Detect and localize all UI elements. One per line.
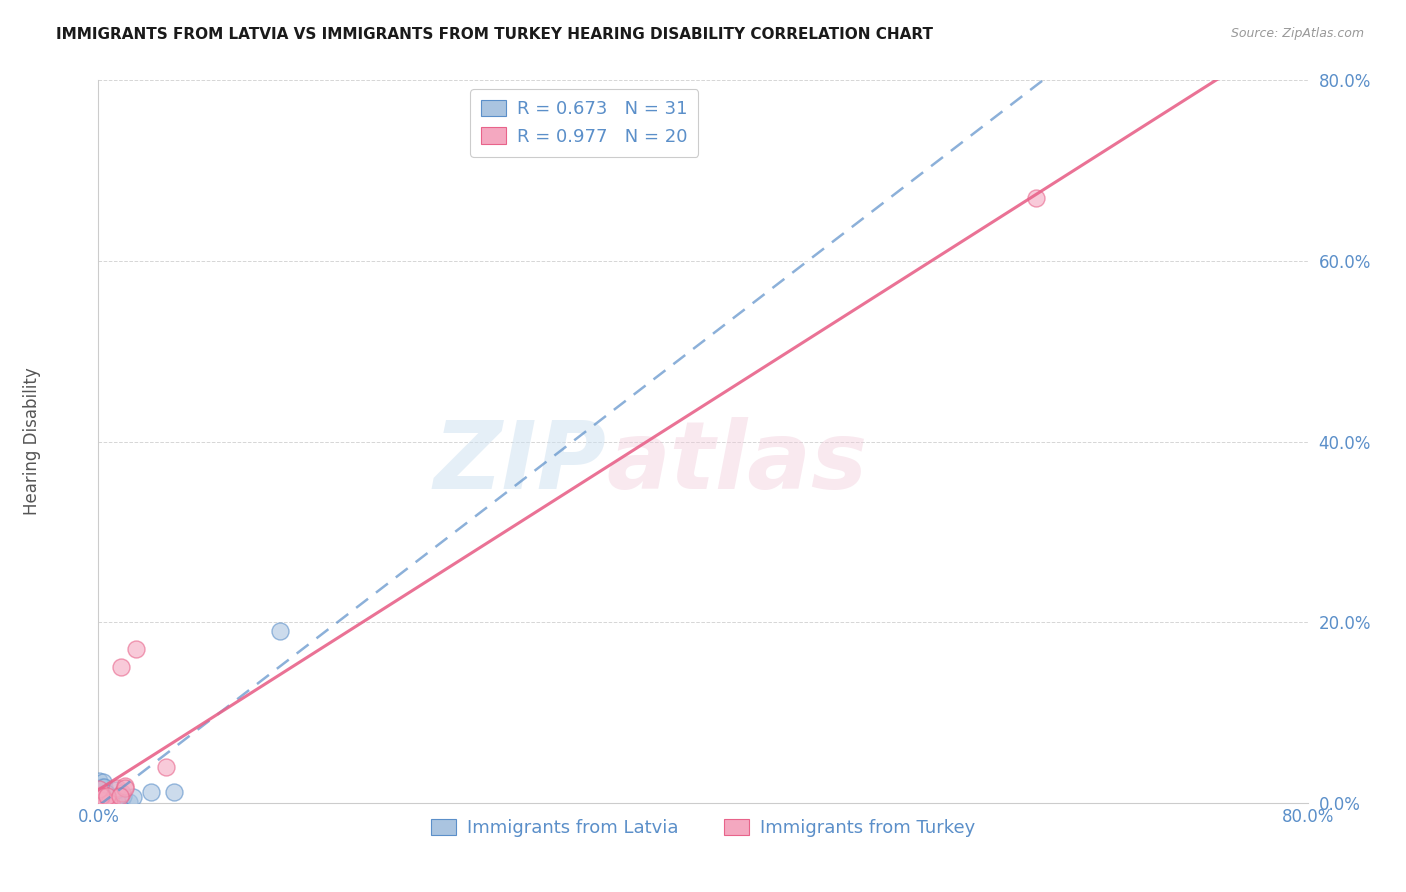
Point [91, 774, 114, 789]
Point [125, 642, 148, 657]
Text: IMMIGRANTS FROM LATVIA VS IMMIGRANTS FROM TURKEY HEARING DISABILITY CORRELATION : IMMIGRANTS FROM LATVIA VS IMMIGRANTS FRO… [56, 27, 934, 42]
Point [91, 796, 114, 810]
Point [155, 760, 177, 774]
Point [87, 796, 110, 810]
Point [89, 792, 111, 806]
Point [96, 787, 118, 801]
Point [97, 794, 120, 808]
Point [90, 791, 112, 805]
Point [110, 786, 132, 800]
Point [114, 780, 136, 795]
Point [93, 780, 115, 794]
Point [91, 780, 114, 794]
Point [89, 793, 111, 807]
Point [100, 796, 122, 810]
Point [98, 796, 121, 810]
Point [87, 796, 110, 810]
Point [269, 624, 291, 639]
Point [90, 796, 112, 810]
Point [103, 796, 125, 810]
Text: ZIP: ZIP [433, 417, 606, 509]
Point [105, 781, 128, 796]
Point [90, 796, 112, 810]
Point [96, 796, 118, 810]
Point [90, 788, 112, 802]
Point [163, 785, 186, 799]
Text: atlas: atlas [606, 417, 868, 509]
Point [91, 796, 114, 810]
Point [110, 660, 132, 674]
Legend: Immigrants from Latvia, Immigrants from Turkey: Immigrants from Latvia, Immigrants from … [423, 812, 983, 845]
Text: Source: ZipAtlas.com: Source: ZipAtlas.com [1230, 27, 1364, 40]
Text: Hearing Disability: Hearing Disability [22, 368, 41, 516]
Point [122, 789, 145, 804]
Point [90, 790, 112, 805]
Point [93, 789, 115, 804]
Point [93, 794, 115, 808]
Point [96, 796, 118, 810]
Point [1024, 191, 1046, 205]
Point [89, 796, 111, 810]
Point [110, 796, 132, 810]
Point [110, 789, 132, 804]
Point [141, 785, 163, 799]
Point [94, 796, 117, 810]
Point [89, 796, 111, 810]
Point [117, 795, 139, 809]
Point [111, 789, 134, 803]
Point [114, 780, 136, 794]
Point [87, 782, 110, 797]
Point [96, 789, 118, 804]
Point [87, 773, 110, 788]
Point [107, 789, 129, 803]
Point [94, 796, 117, 810]
Point [90, 789, 112, 803]
Point [104, 783, 127, 797]
Point [90, 796, 112, 810]
